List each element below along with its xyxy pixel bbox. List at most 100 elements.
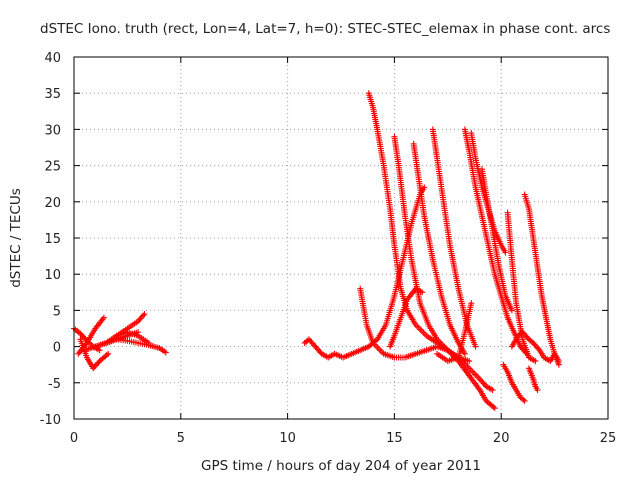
y-tick-label: 30 <box>44 123 61 138</box>
chart-title: dSTEC Iono. truth (rect, Lon=4, Lat=7, h… <box>40 21 610 37</box>
data-point <box>535 345 542 352</box>
data-point <box>312 343 319 350</box>
data-point <box>555 358 562 365</box>
x-tick-label: 0 <box>70 431 78 446</box>
arc-series-20 <box>521 191 562 368</box>
data-point <box>521 397 528 404</box>
data-point <box>518 345 525 352</box>
data-point <box>520 330 527 337</box>
data-point <box>490 403 497 410</box>
arc-series-13 <box>429 126 479 350</box>
arc-series-10 <box>387 285 426 350</box>
data-point <box>489 387 496 394</box>
data-point <box>517 343 524 350</box>
arc-series-15 <box>461 126 530 357</box>
data-point <box>94 360 101 367</box>
data-point <box>314 346 321 353</box>
data-point <box>78 332 85 339</box>
grid <box>74 57 608 419</box>
data-point <box>311 342 318 349</box>
data-point <box>519 329 526 336</box>
data-point <box>95 359 102 366</box>
data-point <box>466 358 473 365</box>
arc-series-22 <box>525 365 541 394</box>
data-point <box>534 387 541 394</box>
y-tick-label: 10 <box>44 268 61 283</box>
arc-series-14 <box>434 300 475 365</box>
data-point <box>421 184 428 191</box>
data-point <box>77 330 84 337</box>
y-tick-label: 40 <box>44 51 61 66</box>
data-point <box>136 316 143 323</box>
data-point <box>91 363 98 370</box>
arc-series-21 <box>508 329 562 365</box>
y-tick-label: -5 <box>48 377 61 392</box>
arc-series-17 <box>478 166 515 314</box>
y-tick-label: 15 <box>44 232 61 247</box>
data-point <box>307 337 314 344</box>
axis-ticks: 0 5 10 15 20 25 -10 -5 0 5 10 15 20 25 30 35 40 <box>40 51 617 446</box>
data-point <box>524 334 531 341</box>
data-point <box>313 345 320 352</box>
arc-series-7 <box>301 184 428 361</box>
data-point <box>92 362 99 369</box>
data-point <box>90 365 97 372</box>
data-point <box>137 315 144 322</box>
data-point <box>138 313 145 320</box>
data-points <box>71 90 562 412</box>
data-point <box>305 336 312 343</box>
data-point <box>140 312 147 319</box>
data-point <box>532 358 539 365</box>
y-tick-label: 25 <box>44 160 61 175</box>
arc-series-6 <box>113 329 152 346</box>
data-point <box>162 349 169 356</box>
data-point <box>523 333 530 340</box>
data-point <box>96 347 103 354</box>
x-tick-label: 10 <box>279 431 296 446</box>
data-point <box>480 380 487 387</box>
arc-series-19 <box>504 209 539 365</box>
y-tick-label: 20 <box>44 196 61 211</box>
x-tick-label: 20 <box>493 431 510 446</box>
data-point <box>532 342 539 349</box>
data-point <box>103 352 110 359</box>
data-point <box>520 396 527 403</box>
y-tick-label: 0 <box>53 341 61 356</box>
data-point <box>528 338 535 345</box>
data-point <box>308 339 315 346</box>
data-point <box>491 405 498 412</box>
y-tick-label: 5 <box>53 304 61 319</box>
data-point <box>79 333 86 340</box>
data-point <box>105 350 112 357</box>
data-point <box>534 344 541 351</box>
arc-series-12 <box>410 140 468 357</box>
y-axis-label: dSTEC / TECUs <box>8 188 24 288</box>
data-point <box>81 334 88 341</box>
data-point <box>135 318 142 325</box>
data-point <box>522 332 529 339</box>
data-point <box>478 377 485 384</box>
data-point <box>316 347 323 354</box>
data-point <box>531 341 538 348</box>
data-point <box>141 311 148 318</box>
y-tick-label: 35 <box>44 87 61 102</box>
x-tick-label: 5 <box>177 431 185 446</box>
x-tick-label: 25 <box>600 431 617 446</box>
data-point <box>530 339 537 346</box>
data-point <box>309 340 316 347</box>
data-point <box>502 249 509 256</box>
data-point <box>508 307 515 314</box>
y-tick-label: -10 <box>40 413 61 428</box>
data-point <box>472 343 479 350</box>
arc-series-18 <box>500 361 528 404</box>
data-point <box>461 350 468 357</box>
x-axis-label: GPS time / hours of day 204 of year 2011 <box>201 458 481 474</box>
data-point <box>476 376 483 383</box>
data-point <box>468 300 475 307</box>
x-tick-label: 15 <box>386 431 403 446</box>
data-point <box>100 314 107 321</box>
data-point <box>145 339 152 346</box>
data-point <box>479 379 486 386</box>
arc-series-5 <box>103 336 169 356</box>
